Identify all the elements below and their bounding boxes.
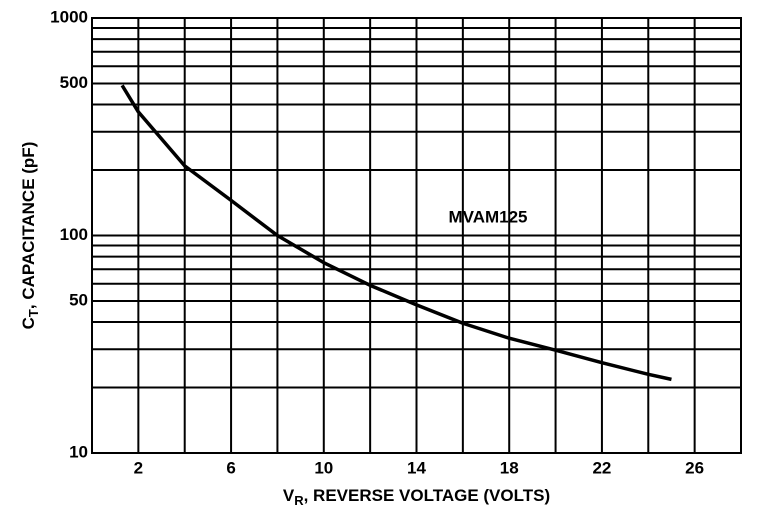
x-tick-label: 10 (314, 458, 333, 477)
x-tick-label: 26 (685, 458, 704, 477)
y-tick-label: 50 (69, 290, 88, 309)
annotation: MVAM125 (448, 207, 527, 226)
x-tick-label: 22 (592, 458, 611, 477)
x-tick-label: 14 (407, 458, 426, 477)
x-tick-label: 2 (134, 458, 143, 477)
x-tick-label: 18 (500, 458, 519, 477)
y-tick-label: 10 (69, 442, 88, 461)
axis-label-main: V (283, 486, 295, 505)
x-axis-label: VR, REVERSE VOLTAGE (VOLTS) (283, 486, 550, 508)
y-axis-label: CT, CAPACITANCE (pF) (19, 142, 41, 330)
x-tick-label: 6 (226, 458, 235, 477)
axis-label-rest: , CAPACITANCE (pF) (19, 142, 38, 309)
plot-frame (91, 17, 742, 454)
data-line (120, 84, 672, 382)
axis-label-rest: , REVERSE VOLTAGE (VOLTS) (304, 486, 551, 505)
axis-label-main: C (19, 317, 38, 329)
axis-label-sub: R (294, 493, 304, 508)
y-tick-label: 100 (60, 225, 88, 244)
y-tick-label: 500 (60, 73, 88, 92)
axis-label-sub: T (26, 309, 41, 317)
y-tick-label: 1000 (50, 7, 88, 26)
